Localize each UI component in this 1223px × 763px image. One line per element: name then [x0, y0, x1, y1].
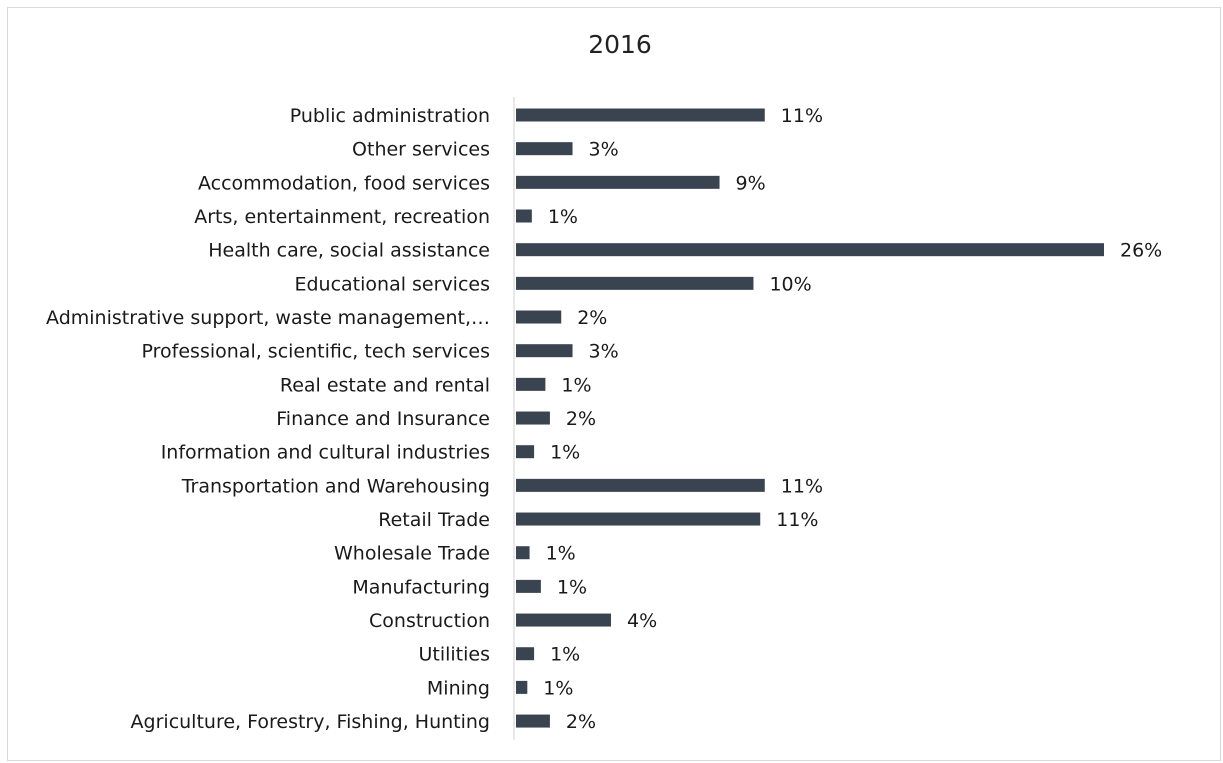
category-label: Real estate and rental	[280, 374, 490, 396]
data-label: 3%	[589, 341, 619, 363]
category-label: Finance and Insurance	[276, 408, 490, 430]
data-label: 2%	[577, 307, 607, 329]
bar	[516, 377, 546, 391]
bar	[516, 142, 573, 156]
bar	[516, 478, 765, 492]
data-label: 26%	[1120, 240, 1162, 262]
bar	[516, 276, 754, 290]
data-label: 1%	[561, 374, 591, 396]
bar	[516, 445, 535, 459]
bar	[516, 108, 765, 122]
bar	[516, 243, 1104, 257]
category-label: Public administration	[290, 105, 490, 127]
data-label: 1%	[550, 442, 580, 464]
bar	[516, 512, 761, 526]
bar	[516, 613, 611, 627]
bar	[516, 714, 550, 728]
data-label: 2%	[566, 408, 596, 430]
data-label: 3%	[589, 139, 619, 161]
bar	[516, 546, 530, 560]
category-label: Manufacturing	[352, 576, 490, 598]
category-label: Retail Trade	[378, 509, 490, 531]
data-label: 11%	[776, 509, 818, 531]
category-label: Health care, social assistance	[208, 240, 490, 262]
data-label: 1%	[557, 576, 587, 598]
category-label: Administrative support, waste management…	[46, 307, 490, 329]
data-label: 10%	[769, 273, 811, 295]
data-label: 2%	[566, 711, 596, 733]
data-label: 1%	[543, 677, 573, 699]
category-label: Utilities	[418, 644, 490, 666]
category-label: Construction	[369, 610, 490, 632]
category-label: Transportation and Warehousing	[181, 475, 490, 497]
data-label: 9%	[736, 172, 766, 194]
category-label: Information and cultural industries	[161, 442, 490, 464]
data-label: 1%	[548, 206, 578, 228]
category-label: Professional, scientific, tech services	[142, 341, 490, 363]
chart-title: 2016	[588, 30, 652, 59]
bar	[516, 680, 528, 694]
category-label: Educational services	[294, 273, 490, 295]
data-label: 1%	[550, 644, 580, 666]
bar	[516, 209, 532, 223]
bar	[516, 579, 541, 593]
data-label: 11%	[781, 475, 823, 497]
chart-area	[7, 7, 1221, 761]
category-label: Mining	[427, 677, 490, 699]
bar	[516, 647, 535, 661]
category-label: Wholesale Trade	[334, 543, 490, 565]
category-label: Other services	[352, 139, 490, 161]
data-label: 1%	[546, 543, 576, 565]
category-label: Arts, entertainment, recreation	[194, 206, 490, 228]
bar	[516, 411, 550, 425]
bar	[516, 344, 573, 358]
category-label: Accommodation, food services	[198, 172, 490, 194]
data-label: 4%	[627, 610, 657, 632]
data-label: 11%	[781, 105, 823, 127]
category-label: Agriculture, Forestry, Fishing, Hunting	[131, 711, 490, 733]
bar	[516, 175, 720, 189]
bar	[516, 310, 562, 324]
